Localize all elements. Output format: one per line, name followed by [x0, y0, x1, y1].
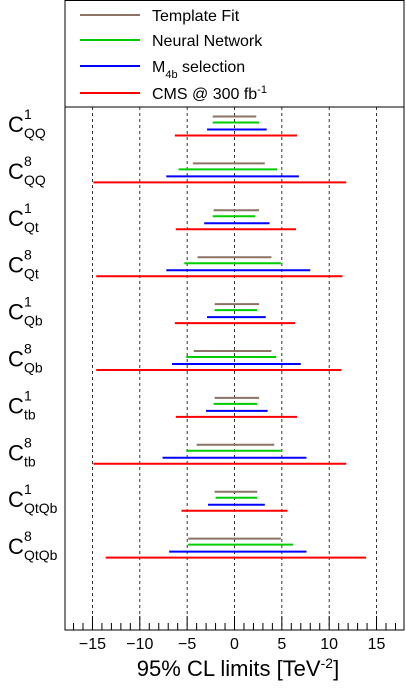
coefficient-label-base: C [8, 487, 24, 512]
coefficient-label-sup: 8 [24, 528, 32, 544]
coefficient-label-base: C [8, 347, 24, 372]
interval-bars [93, 115, 367, 559]
coefficient-label-sub: tb [24, 453, 36, 469]
coefficient-label-base: C [8, 112, 24, 137]
coefficient-label-base: C [8, 159, 24, 184]
legend: Template Fit Neural Network M4b selection C… [65, 8, 404, 108]
coefficient-label-base: C [8, 206, 24, 231]
legend-label: Template Fit [152, 8, 240, 25]
coefficient-label-base: C [8, 300, 24, 325]
coefficient-label-sup: 8 [24, 153, 32, 169]
plot-frame [64, 0, 405, 631]
x-tick-label: 0 [230, 636, 239, 653]
legend-label-text: Template Fit [152, 8, 240, 25]
coefficient-label-sup: 8 [24, 434, 32, 450]
legend-label-sup: -1 [257, 84, 267, 96]
coefficient-label-sub: Qb [24, 360, 43, 376]
coefficient-label-sub: Qt [24, 219, 39, 235]
x-axis-title-main: 95% CL limits [TeV [137, 656, 321, 681]
coefficient-label-sub: QQ [24, 172, 46, 188]
x-tick-label: 10 [320, 636, 338, 653]
x-tick-label: −5 [178, 636, 196, 653]
x-axis-title-sup: -2 [321, 655, 334, 671]
legend-label: Neural Network [152, 33, 263, 50]
coefficient-label-sup: 1 [24, 481, 32, 497]
legend-label-text: CMS @ 300 fb [152, 86, 257, 103]
coefficient-label-base: C [8, 393, 24, 418]
x-axis: −15 −10 −5 0 5 10 15 [73, 616, 396, 653]
coefficient-label-sub: tb [24, 406, 36, 422]
coefficient-label-sup: 1 [24, 106, 32, 122]
coefficient-label-sup: 1 [24, 387, 32, 403]
x-tick-label: 5 [277, 636, 286, 653]
legend-label-suffix: selection [178, 59, 246, 76]
coefficient-label-sup: 1 [24, 200, 32, 216]
coefficient-label-sub: QQ [24, 125, 46, 141]
x-axis-title: 95% CL limits [TeV-2] [137, 655, 339, 681]
legend-label-text: Neural Network [152, 33, 263, 50]
coefficient-label-sup: 8 [24, 247, 32, 263]
coefficient-label-sub: Qb [24, 313, 43, 329]
legend-label: M4b selection [152, 59, 245, 81]
legend-label-sub: 4b [165, 69, 177, 81]
legend-label-text: M [152, 59, 165, 76]
x-tick-label: −15 [79, 636, 106, 653]
x-tick-label: 15 [368, 636, 386, 653]
coefficient-label-base: C [8, 534, 24, 559]
coefficient-label-base: C [8, 253, 24, 278]
coefficient-label-sub: Qt [24, 266, 39, 282]
x-tick-label: −10 [126, 636, 153, 653]
legend-label: CMS @ 300 fb-1 [152, 84, 267, 103]
coefficient-label-sup: 1 [24, 294, 32, 310]
x-axis-title-close: ] [333, 656, 339, 681]
coefficient-label-sub: QtQb [24, 500, 58, 516]
coefficient-label-sup: 8 [24, 341, 32, 357]
coefficient-label-sub: QtQb [24, 547, 58, 563]
coefficient-label-base: C [8, 440, 24, 465]
